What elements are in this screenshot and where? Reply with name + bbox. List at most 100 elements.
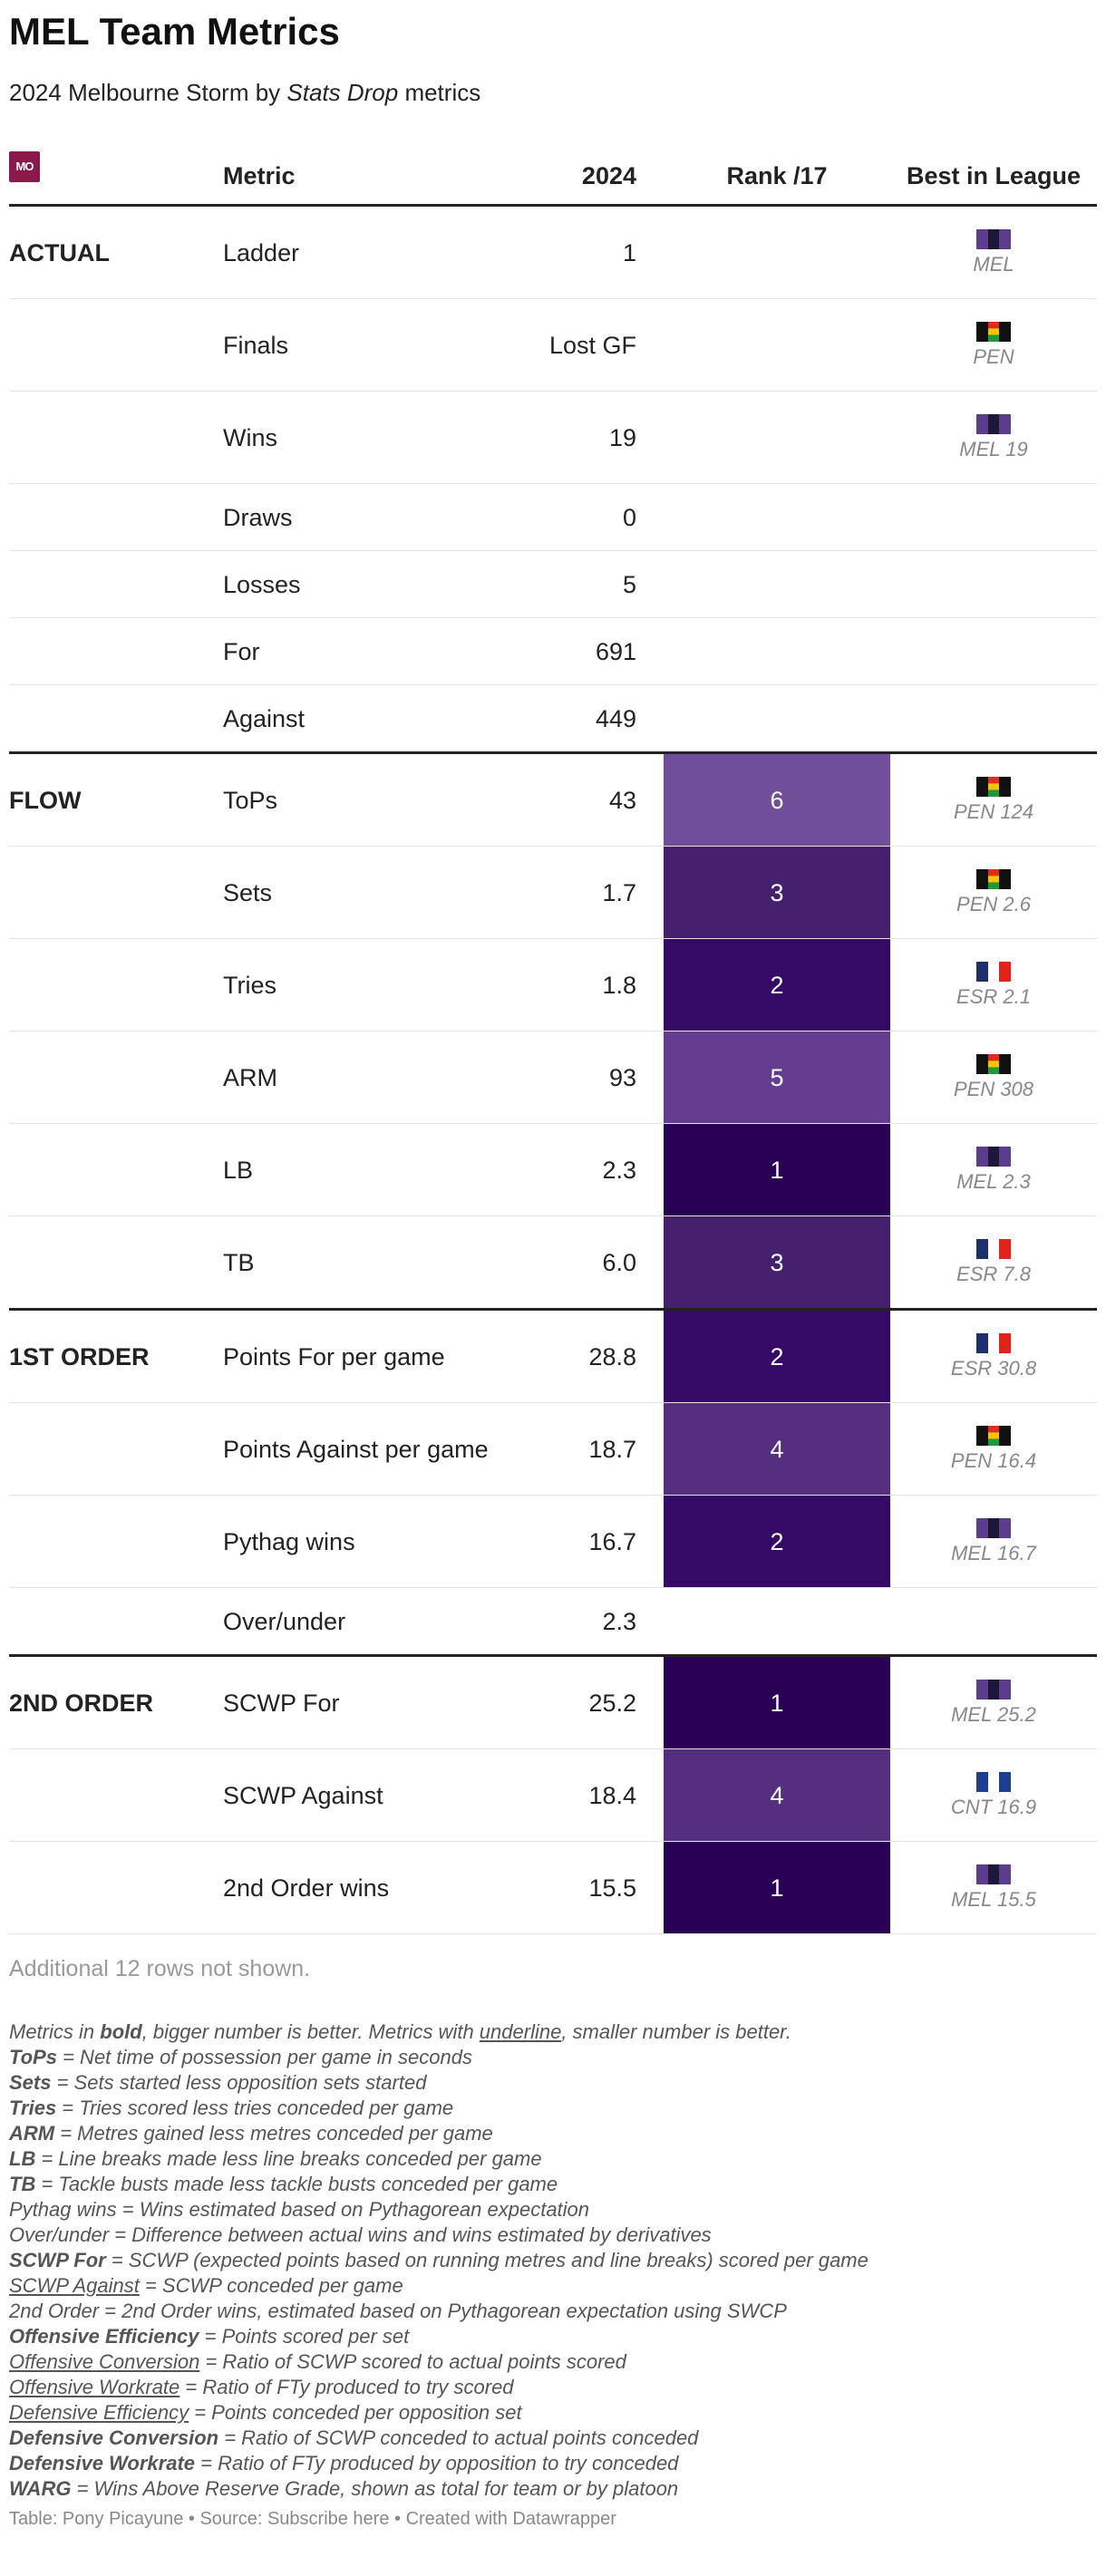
note-line: LB = Line breaks made less line breaks c…: [9, 2146, 1097, 2172]
row-group: [9, 846, 223, 939]
notes-lines: ToPs = Net time of possession per game i…: [9, 2045, 1097, 2502]
row-value: 18.4: [502, 1748, 664, 1842]
page-subtitle: 2024 Melbourne Storm by Stats Drop metri…: [9, 78, 1097, 107]
table-row: Finals Lost GF PEN: [9, 298, 1097, 392]
best-team-label: MEL 16.7: [951, 1541, 1036, 1564]
row-rank: [664, 684, 890, 754]
best-team-label: PEN: [973, 344, 1014, 368]
note-line: Offensive Workrate = Ratio of FTy produc…: [9, 2375, 1097, 2400]
pen-flag-icon: [976, 321, 1011, 342]
row-group: [9, 1031, 223, 1124]
table-row: ACTUAL Ladder 1 MEL: [9, 205, 1097, 299]
table-header-row: MO Metric 2024 Rank /17 Best in League: [9, 147, 1097, 207]
note-term: TB: [9, 2173, 36, 2195]
row-rank: 4: [664, 1402, 890, 1496]
note-line: Offensive Efficiency = Points scored per…: [9, 2324, 1097, 2349]
note-line: WARG = Wins Above Reserve Grade, shown a…: [9, 2476, 1097, 2502]
header-logo-cell: MO: [9, 147, 223, 207]
row-best-in-league: PEN 308: [890, 1031, 1097, 1124]
row-rank: 1: [664, 1841, 890, 1934]
note-term: Offensive Conversion: [9, 2350, 200, 2373]
row-best-in-league: MEL: [890, 205, 1097, 299]
header-best: Best in League: [890, 147, 1097, 207]
row-rank: [664, 205, 890, 299]
note-line: Defensive Workrate = Ratio of FTy produc…: [9, 2451, 1097, 2476]
table-row: Losses 5: [9, 550, 1097, 618]
row-rank: 3: [664, 846, 890, 939]
row-metric: Points For per game: [223, 1309, 502, 1403]
row-best-in-league: [890, 483, 1097, 551]
mel-flag-icon: [976, 1517, 1011, 1538]
notes-intro-3: , smaller number is better.: [561, 2020, 791, 2043]
row-best-in-league: [890, 1587, 1097, 1657]
row-group: [9, 684, 223, 754]
note-term: Offensive Efficiency: [9, 2325, 199, 2348]
best-team-label: ESR 2.1: [956, 984, 1031, 1008]
row-metric: Sets: [223, 846, 502, 939]
table-row: LB 2.3 1 MEL 2.3: [9, 1123, 1097, 1216]
table-row: ARM 93 5 PEN 308: [9, 1031, 1097, 1124]
row-group: [9, 1587, 223, 1657]
row-group: ACTUAL: [9, 205, 223, 299]
note-term: SCWP Against: [9, 2274, 140, 2297]
row-best-in-league: PEN 124: [890, 752, 1097, 847]
row-value: 0: [502, 483, 664, 551]
row-value: 2.3: [502, 1123, 664, 1216]
row-metric: Tries: [223, 938, 502, 1031]
row-metric: Ladder: [223, 205, 502, 299]
table-row: Tries 1.8 2 ESR 2.1: [9, 938, 1097, 1031]
esr-flag-icon: [976, 1332, 1011, 1353]
table-row: Points Against per game 18.7 4 PEN 16.4: [9, 1402, 1097, 1496]
row-rank: 5: [664, 1031, 890, 1124]
table-row: 2ND ORDER SCWP For 25.2 1 MEL 25.2: [9, 1655, 1097, 1749]
row-value: 2.3: [502, 1587, 664, 1657]
row-group: [9, 391, 223, 484]
note-line: Tries = Tries scored less tries conceded…: [9, 2096, 1097, 2121]
row-value: 93: [502, 1031, 664, 1124]
note-definition: = Tackle busts made less tackle busts co…: [35, 2173, 558, 2195]
pen-flag-icon: [976, 1425, 1011, 1446]
row-best-in-league: ESR 7.8: [890, 1215, 1097, 1311]
note-line: ARM = Metres gained less metres conceded…: [9, 2121, 1097, 2146]
row-value: 43: [502, 752, 664, 847]
note-line: Sets = Sets started less opposition sets…: [9, 2070, 1097, 2096]
row-value: 16.7: [502, 1495, 664, 1588]
note-definition: = Ratio of FTy produced by opposition to…: [195, 2452, 679, 2474]
row-rank: 3: [664, 1215, 890, 1311]
notes-intro-bold: bold: [100, 2020, 142, 2043]
note-definition: = Tries scored less tries conceded per g…: [56, 2097, 454, 2119]
page-title: MEL Team Metrics: [9, 10, 340, 53]
table-row: Over/under 2.3: [9, 1587, 1097, 1657]
note-line: Defensive Conversion = Ratio of SCWP con…: [9, 2426, 1097, 2451]
note-term: Defensive Conversion: [9, 2426, 219, 2449]
row-metric: SCWP For: [223, 1655, 502, 1749]
row-value: 25.2: [502, 1655, 664, 1749]
note-definition: = Sets started less opposition sets star…: [51, 2071, 427, 2094]
subtitle-post: metrics: [398, 79, 481, 106]
row-value: 1.7: [502, 846, 664, 939]
note-term: Tries: [9, 2097, 57, 2119]
row-metric: 2nd Order wins: [223, 1841, 502, 1934]
row-value: 449: [502, 684, 664, 754]
note-line: TB = Tackle busts made less tackle busts…: [9, 2172, 1097, 2197]
row-value: 18.7: [502, 1402, 664, 1496]
note-term: ARM: [9, 2122, 55, 2145]
row-best-in-league: ESR 30.8: [890, 1309, 1097, 1403]
row-value: Lost GF: [502, 298, 664, 392]
note-line: SCWP Against = SCWP conceded per game: [9, 2273, 1097, 2299]
best-team-label: PEN 308: [953, 1077, 1034, 1100]
row-value: 28.8: [502, 1309, 664, 1403]
table-row: SCWP Against 18.4 4 CNT 16.9: [9, 1748, 1097, 1842]
row-group: [9, 550, 223, 618]
row-metric: For: [223, 617, 502, 685]
note-definition: = Difference between actual wins and win…: [109, 2223, 712, 2246]
row-best-in-league: PEN 16.4: [890, 1402, 1097, 1496]
row-best-in-league: [890, 617, 1097, 685]
pen-flag-icon: [976, 1053, 1011, 1074]
note-definition: = Ratio of SCWP scored to actual points …: [199, 2350, 626, 2373]
row-best-in-league: [890, 550, 1097, 618]
table-row: 2nd Order wins 15.5 1 MEL 15.5: [9, 1841, 1097, 1934]
table-row: TB 6.0 3 ESR 7.8: [9, 1215, 1097, 1311]
row-rank: 2: [664, 938, 890, 1031]
row-metric: ToPs: [223, 752, 502, 847]
